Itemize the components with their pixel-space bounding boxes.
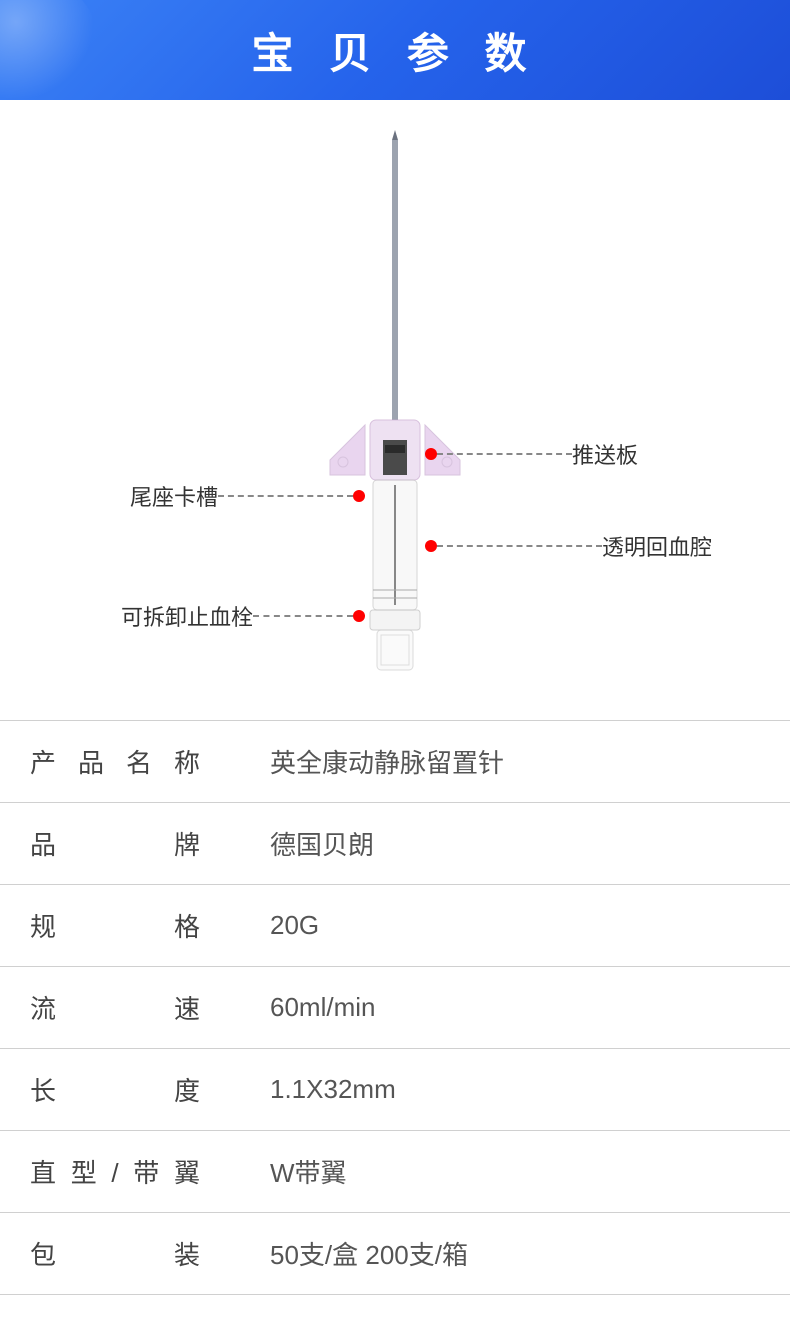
annotation-line	[437, 545, 602, 547]
table-row: 产品名称英全康动静脉留置针	[0, 721, 790, 803]
page-title: 宝 贝 参 数	[251, 20, 538, 81]
table-row: 直型/带翼W带翼	[0, 1131, 790, 1213]
annotation-dot-icon	[353, 490, 365, 502]
table-row: 规格20G	[0, 885, 790, 967]
spec-value: 60ml/min	[240, 967, 790, 1049]
annotation-line	[218, 495, 353, 497]
spec-label: 品牌	[0, 803, 240, 885]
annotation-dot-icon	[353, 610, 365, 622]
bottom-spacer	[0, 1295, 790, 1335]
table-row: 流速60ml/min	[0, 967, 790, 1049]
annotation-dot-icon	[425, 540, 437, 552]
annotation-dot-icon	[425, 448, 437, 460]
table-row: 包装50支/盒 200支/箱	[0, 1213, 790, 1295]
annotation-blood-chamber: 透明回血腔	[425, 530, 712, 562]
annotation-label: 可拆卸止血栓	[121, 600, 253, 632]
product-diagram: 推送板 尾座卡槽 透明回血腔 可拆卸止血栓	[0, 100, 790, 720]
spec-value: 德国贝朗	[240, 803, 790, 885]
spec-label: 长度	[0, 1049, 240, 1131]
spec-label: 产品名称	[0, 721, 240, 803]
spec-value: 英全康动静脉留置针	[240, 721, 790, 803]
annotation-tail-slot: 尾座卡槽	[130, 480, 365, 512]
annotation-push-plate: 推送板	[425, 438, 638, 470]
spec-value: 20G	[240, 885, 790, 967]
spec-value: 50支/盒 200支/箱	[240, 1213, 790, 1295]
spec-value: W带翼	[240, 1131, 790, 1213]
annotation-label: 透明回血腔	[602, 530, 712, 562]
annotation-line	[437, 453, 572, 455]
table-row: 长度1.1X32mm	[0, 1049, 790, 1131]
annotation-label: 尾座卡槽	[130, 480, 218, 512]
spec-value: 1.1X32mm	[240, 1049, 790, 1131]
spec-label: 流速	[0, 967, 240, 1049]
spec-label: 直型/带翼	[0, 1131, 240, 1213]
spec-label: 规格	[0, 885, 240, 967]
spec-table: 产品名称英全康动静脉留置针品牌德国贝朗规格20G流速60ml/min长度1.1X…	[0, 720, 790, 1295]
annotation-removable-plug: 可拆卸止血栓	[121, 600, 365, 632]
annotation-label: 推送板	[572, 438, 638, 470]
header-banner: 宝 贝 参 数	[0, 0, 790, 100]
annotation-line	[253, 615, 353, 617]
spec-label: 包装	[0, 1213, 240, 1295]
table-row: 品牌德国贝朗	[0, 803, 790, 885]
